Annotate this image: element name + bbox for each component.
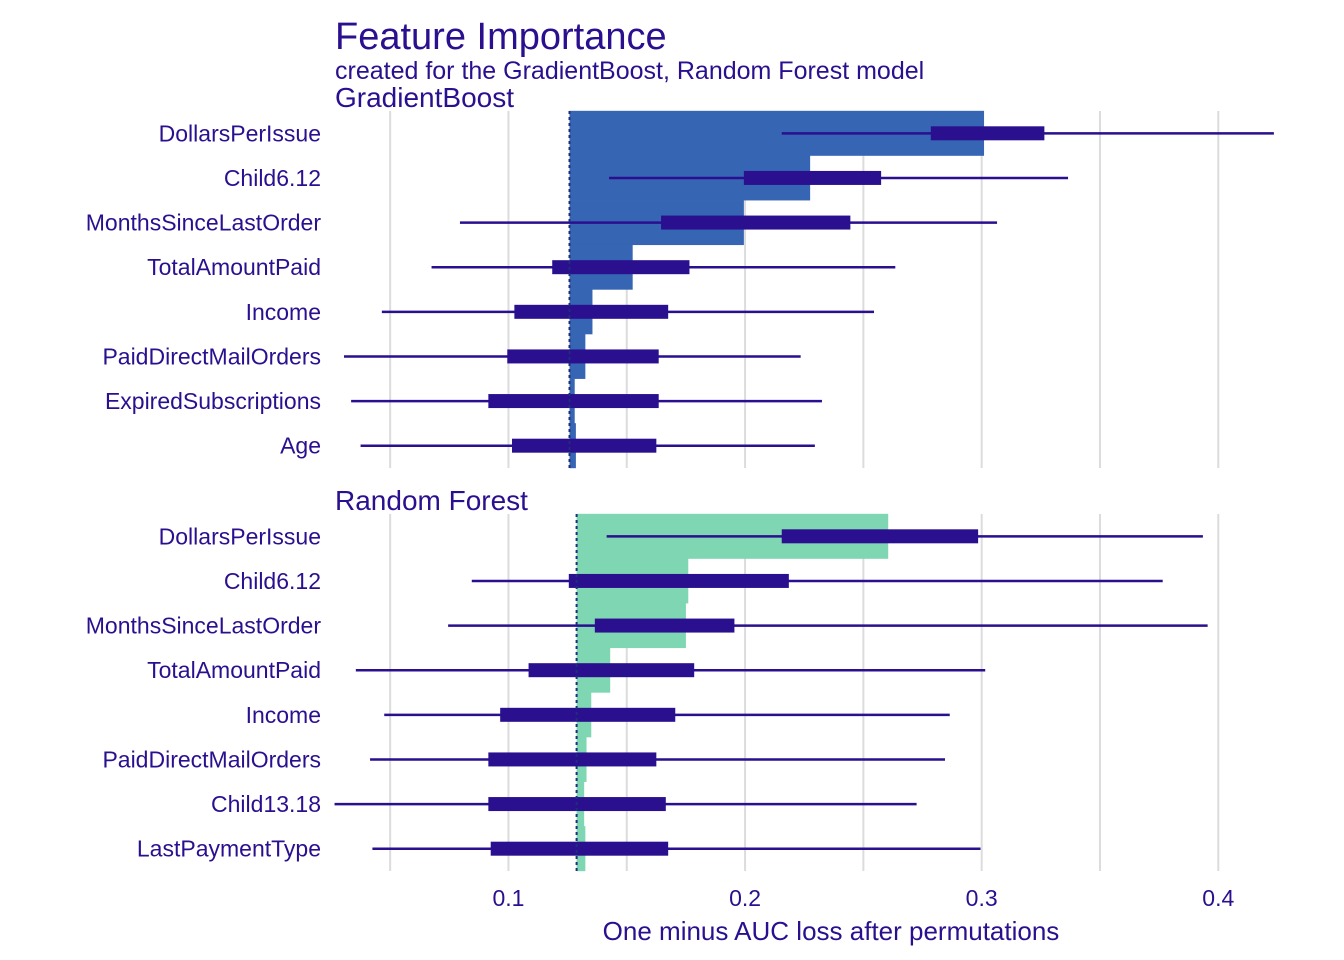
panel-gradientboost: DollarsPerIssue Child6.12 MonthsSinceLastO… [86,110,1274,469]
y-tick-label: PaidDirectMailOrders [102,746,321,772]
x-axis: 0.1 0.2 0.3 0.4 [492,885,1234,911]
boxplot-box [781,529,979,544]
y-tick-label: LastPaymentType [137,836,321,862]
y-tick-label: Income [246,299,321,325]
boxplot-box [930,126,1045,141]
boxplot-box [507,349,659,364]
x-tick-label: 0.3 [966,885,998,911]
boxplot-box [594,618,735,633]
chart-subtitle: created for the GradientBoost, Random Fo… [335,57,924,85]
y-tick-label: MonthsSinceLastOrder [86,613,322,639]
panel-title-random-forest: Random Forest [335,485,528,516]
boxplot-box [490,841,669,856]
y-tick-label: ExpiredSubscriptions [105,388,321,414]
x-tick-label: 0.1 [492,885,524,911]
y-tick-label: Child13.18 [211,791,321,817]
y-tick-label: TotalAmountPaid [147,657,321,683]
y-tick-label: DollarsPerIssue [159,523,321,549]
y-tick-label: DollarsPerIssue [159,120,321,146]
y-tick-label: PaidDirectMailOrders [102,343,321,369]
x-tick-label: 0.2 [729,885,761,911]
y-tick-label: TotalAmountPaid [147,254,321,280]
boxplot-box [743,170,882,185]
boxplot-box [512,438,657,453]
chart-title: Feature Importance [335,16,667,58]
y-tick-label: Child6.12 [224,165,321,191]
panel-random-forest: DollarsPerIssue Child6.12 MonthsSinceLastO… [86,513,1220,872]
boxplot-box [661,215,851,230]
boxplot-box [488,394,659,409]
y-tick-label: Age [280,433,321,459]
x-tick-label: 0.4 [1202,885,1234,911]
boxplot-box [568,573,789,588]
x-axis-label: One minus AUC loss after permutations [603,916,1060,946]
y-tick-label: Income [246,702,321,728]
boxplot-box [552,260,690,275]
boxplot-box [528,663,695,678]
y-tick-label: Child6.12 [224,568,321,594]
panel-title-gradientboost: GradientBoost [335,82,514,113]
boxplot-box [514,304,669,319]
boxplot-box [500,707,676,722]
y-tick-label: MonthsSinceLastOrder [86,210,322,236]
boxplot-box [488,752,657,767]
